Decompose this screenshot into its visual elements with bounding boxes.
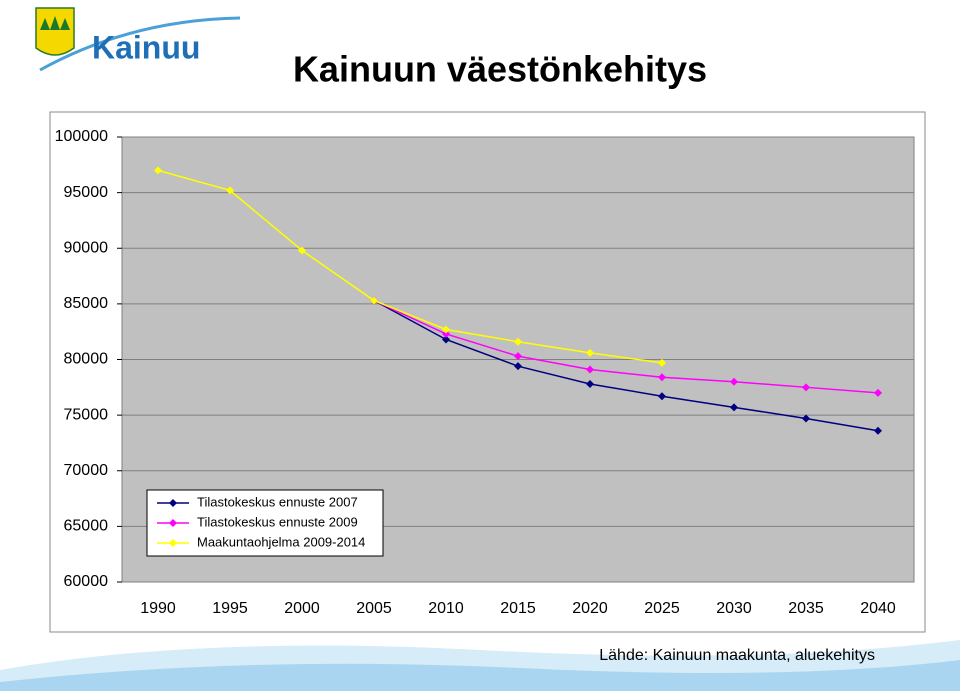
logo: Kainuu: [35, 7, 241, 72]
point-marker: [514, 362, 522, 371]
y-tick-label: 65000: [64, 518, 109, 535]
y-tick-label: 75000: [64, 406, 109, 423]
point-marker: [226, 186, 234, 195]
logo-shield: [35, 7, 75, 56]
point-marker: [874, 426, 882, 435]
y-tick-label: 60000: [64, 573, 109, 590]
point-marker: [802, 383, 810, 392]
point-marker: [154, 166, 162, 175]
x-tick-label: 2025: [644, 600, 680, 617]
series-line: [157, 169, 663, 364]
logo-trees: [40, 16, 70, 30]
x-tick-label: 2020: [572, 600, 608, 617]
legend-marker: [169, 519, 177, 527]
wave: [0, 660, 960, 691]
x-tick-label: 1990: [140, 600, 176, 617]
x-tick-label: 2035: [788, 600, 824, 617]
series-line: [373, 299, 879, 394]
decor-waves: [0, 640, 960, 691]
point-marker: [658, 392, 666, 401]
point-marker: [586, 348, 594, 357]
legend-label: Maakuntaohjelma 2009-2014: [197, 534, 365, 549]
point-marker: [298, 246, 306, 255]
point-marker: [370, 296, 378, 305]
x-tick-label: 2000: [284, 600, 320, 617]
logo-text: Kainuu: [92, 29, 200, 65]
legend-marker: [169, 499, 177, 507]
source-note: Lähde: Kainuun maakunta, aluekehitys: [599, 647, 875, 664]
point-marker: [730, 377, 738, 386]
x-tick-label: 2005: [356, 600, 392, 617]
point-marker: [586, 379, 594, 388]
point-marker: [442, 335, 450, 344]
x-tick-label: 2015: [500, 600, 536, 617]
x-tick-label: 2030: [716, 600, 752, 617]
legend-label: Tilastokeskus ennuste 2009: [197, 514, 358, 529]
point-marker: [442, 325, 450, 334]
y-tick-label: 90000: [64, 239, 109, 256]
y-tick-label: 80000: [64, 351, 109, 368]
point-marker: [658, 358, 666, 367]
legend-marker: [169, 539, 177, 547]
point-marker: [730, 403, 738, 412]
plot: 60000 65000 70000 75000 80000 85000 90000 95000…: [55, 128, 915, 617]
y-tick-label: 100000: [55, 128, 108, 145]
point-marker: [874, 388, 882, 397]
point-marker: [802, 414, 810, 423]
logo-swoosh: [39, 16, 241, 72]
y-tick-label: 85000: [64, 295, 109, 312]
legend-label: Tilastokeskus ennuste 2007: [197, 494, 358, 509]
point-marker: [514, 352, 522, 361]
point-marker: [442, 329, 450, 338]
point-marker: [586, 365, 594, 374]
series-line: [373, 299, 879, 432]
chart-title: Kainuun väestönkehitys: [293, 49, 707, 90]
point-marker: [658, 373, 666, 382]
y-tick-label: 95000: [64, 184, 109, 201]
x-tick-label: 2040: [860, 600, 896, 617]
x-tick-label: 2010: [428, 600, 464, 617]
y-tick-label: 70000: [64, 462, 109, 479]
x-tick-label: 1995: [212, 600, 248, 617]
point-marker: [514, 337, 522, 346]
